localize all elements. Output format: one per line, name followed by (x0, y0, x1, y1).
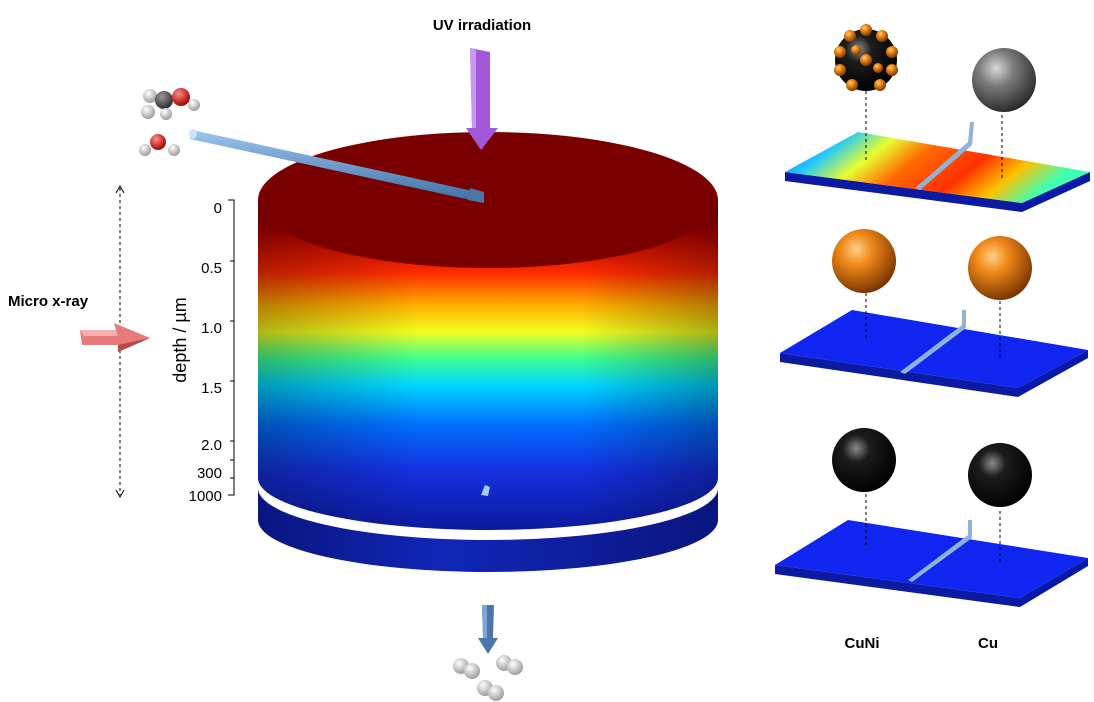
depth-tick-2.0: 2.0 (201, 437, 222, 454)
panel-bottom (775, 428, 1088, 607)
cuni-particle-middle (832, 229, 896, 293)
hydrogen-molecules-icon (453, 655, 523, 701)
xray-dashed-range (115, 184, 125, 499)
micro-xray-label: Micro x-ray (8, 293, 89, 310)
depth-tick-1.5: 1.5 (201, 380, 222, 397)
plate-top-side (785, 172, 1022, 212)
plate-bottom (775, 520, 1088, 598)
exhaust-arrow (478, 605, 498, 654)
uv-arrow (466, 48, 498, 150)
sensor-wire-bottom (908, 520, 972, 582)
methanol-water-molecules-icon (139, 88, 200, 156)
cylinder-top-face (258, 132, 718, 268)
depth-tick-1.0: 1.0 (201, 320, 222, 337)
panel-top (785, 24, 1090, 212)
sensor-wire-middle (900, 310, 966, 374)
depth-axis-label: depth / µm (170, 297, 190, 382)
depth-axis: 0 0.5 1.0 1.5 2.0 300 1000 depth / µm (170, 199, 235, 505)
uv-irradiation-label: UV irradiation (433, 17, 531, 34)
reactor-cylinder (258, 132, 718, 572)
panel-middle (780, 229, 1088, 397)
depth-tick-0: 0 (214, 200, 222, 217)
xray-arrow (80, 323, 150, 352)
depth-tick-300: 300 (197, 465, 222, 482)
cuni-label: CuNi (845, 635, 880, 652)
depth-tick-1000: 1000 (189, 488, 222, 505)
depth-tick-0.5: 0.5 (201, 260, 222, 277)
cu-particle-bottom (968, 443, 1032, 507)
plate-top-gradient (785, 132, 1090, 203)
sample-marker (481, 485, 490, 496)
cuni-particle-top (834, 24, 898, 91)
cu-particle-middle (968, 236, 1032, 300)
plate-top-side-right (1022, 172, 1090, 212)
cuni-particle-bottom (832, 428, 896, 492)
cu-label: Cu (978, 635, 998, 652)
sensor-wire-top (915, 122, 974, 190)
feed-tube (189, 129, 484, 203)
cu-particle-top (972, 48, 1036, 112)
